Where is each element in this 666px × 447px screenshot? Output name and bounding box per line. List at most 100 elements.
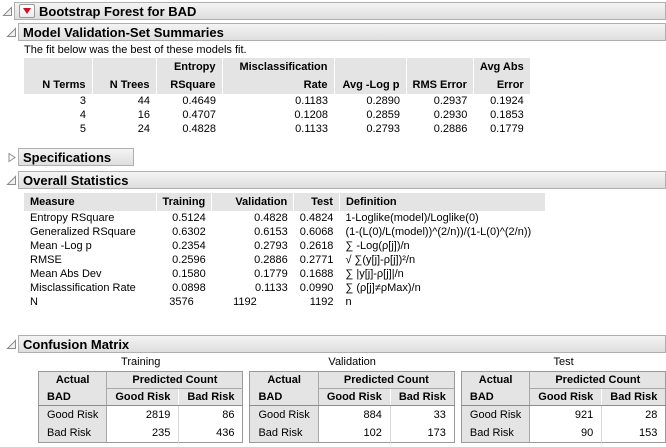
confusion-cell: 173 [389,424,455,443]
confusion-cell: Good Risk [461,405,531,424]
overall-cell: 0.1779 [254,268,288,280]
table-row: Misclassification Rate 0.0898 0.1133 0.0990… [24,281,545,295]
page-title: Bootstrap Forest for BAD [39,3,197,19]
overall-cell: N [30,296,38,308]
overall-cell: 0.2771 [299,254,334,266]
disclosure-collapsed-icon[interactable] [5,152,18,163]
cm-group-title: Training [121,356,161,368]
column-header: Good Risk [318,388,391,406]
summary-cell: 44 [137,95,150,107]
overall-cell: 1192 [309,296,334,308]
outline-header-confusion-matrix[interactable]: Confusion Matrix [5,335,666,353]
overall-cell: 0.2886 [254,254,288,266]
overall-cell: 0.2596 [172,254,206,266]
column-header: BAD [461,388,531,406]
summary-cell: 24 [137,123,150,135]
column-header: N Trees [91,76,156,94]
summary-cell: 0.1133 [295,123,328,135]
overall-cell: 1192 [233,296,257,308]
summary-cell: 0.2890 [366,95,400,107]
column-header: Predicted Count [106,371,243,389]
overall-cell: 0.2618 [299,240,334,252]
table-row: Entropy RSquare 0.5124 0.4828 0.4824 1-Logli… [24,211,545,225]
confusion-cell: Bad Risk [38,424,108,443]
overall-cell: 1-Loglike(model)/Loglike(0) [345,212,479,224]
summary-cell: 3 [79,95,86,107]
table-row: 5 24 0.4828 0.1133 0.2793 0.2886 0.1779 [24,122,530,136]
table-row: Mean Abs Dev 0.1580 0.1779 0.1688 ∑ |y[j]-ρ[… [24,267,545,281]
overall-cell: 0.0898 [172,282,206,294]
overall-cell: ∑ (ρ[j]≠ρMax)/n [345,282,421,294]
disclosure-open-icon[interactable] [5,26,18,38]
column-header: N Terms [24,76,92,94]
column-header: Avg Abs [472,58,530,76]
summary-cell: 0.2930 [433,109,468,121]
column-header: Misclassification [221,58,334,76]
disclosure-open-icon[interactable] [1,5,14,17]
model-summaries-table: Entropy Misclassification Avg Abs N Term… [24,58,530,136]
section-title-model-summaries: Model Validation-Set Summaries [23,24,224,40]
column-header: Error [472,76,530,94]
column-header: Avg -Log p [333,76,406,94]
column-header: Test [293,193,340,211]
column-header [24,58,92,76]
summary-cell: 4 [79,109,86,121]
overall-cell: ∑ -Log(ρ[j])/n [345,240,410,252]
overall-cell: 0.6153 [254,226,288,238]
column-header: Validation [211,193,294,211]
disclosure-open-icon[interactable] [5,174,18,186]
column-header [405,58,474,76]
summary-cell: 0.2859 [366,109,400,121]
column-header [91,58,156,76]
overall-cell: Mean Abs Dev [30,268,102,280]
overall-cell: n [345,296,352,308]
table-row: Bad Risk 90 153 [461,424,666,443]
outline-header-specifications[interactable]: Specifications [5,148,666,166]
confusion-matrix-training: Training Actual Predicted Count BAD Good… [38,355,244,443]
outline-header-overall-statistics[interactable]: Overall Statistics [5,171,666,189]
disclosure-open-icon[interactable] [5,338,18,350]
fit-note: The fit below was the best of these mode… [24,44,247,56]
table-row: N 3576 1192 1192 n [24,295,545,309]
overall-cell: 0.2354 [172,240,206,252]
overall-cell: RMSE [30,254,62,266]
outline-header-bootstrap-forest[interactable]: Bootstrap Forest for BAD [1,2,666,20]
column-header: Good Risk [106,388,179,406]
overall-cell: 3576 [169,296,194,308]
confusion-cell: 153 [601,424,666,443]
confusion-cell: 102 [317,424,391,443]
section-title-confusion-matrix: Confusion Matrix [23,336,130,352]
confusion-matrix-group: Training Actual Predicted Count BAD Good… [38,355,666,443]
summary-cell: 16 [137,109,150,121]
confusion-cell: 235 [106,424,179,443]
overall-cell: 0.4824 [299,212,334,224]
section-title-overall-statistics: Overall Statistics [23,172,129,188]
overall-cell: 0.0990 [299,282,334,294]
overall-cell: 0.6302 [172,226,206,238]
outline-header-model-summaries[interactable]: Model Validation-Set Summaries [5,23,666,41]
section-title-specifications: Specifications [23,149,112,165]
overall-cell: ∑ |y[j]-ρ[j]|/n [345,268,404,280]
summary-cell: 0.2886 [433,123,468,135]
table-row: Bad Risk 102 173 [249,424,455,443]
confusion-cell: 28 [601,405,666,424]
overall-cell: 0.1688 [299,268,334,280]
confusion-cell: 436 [178,424,243,443]
overall-cell: 0.5124 [172,212,206,224]
red-triangle-menu-button[interactable] [19,4,35,18]
column-header: Bad Risk [178,388,243,406]
confusion-matrix-validation: Validation Actual Predicted Count BAD Go… [249,355,455,443]
column-header: Bad Risk [389,388,455,406]
overall-cell: 0.1580 [172,268,206,280]
column-header: Actual [38,371,108,389]
column-header: Measure [24,193,156,211]
summary-cell: 0.4649 [182,95,216,107]
confusion-cell: 86 [178,405,243,424]
table-row: Good Risk 884 33 [249,405,455,424]
confusion-matrix-test: Test Actual Predicted Count BAD Good Ris… [460,355,666,443]
overall-cell: Misclassification Rate [30,282,136,294]
column-header: Bad Risk [601,388,666,406]
column-header: Predicted Count [318,371,455,389]
column-header: RMS Error [405,76,474,94]
